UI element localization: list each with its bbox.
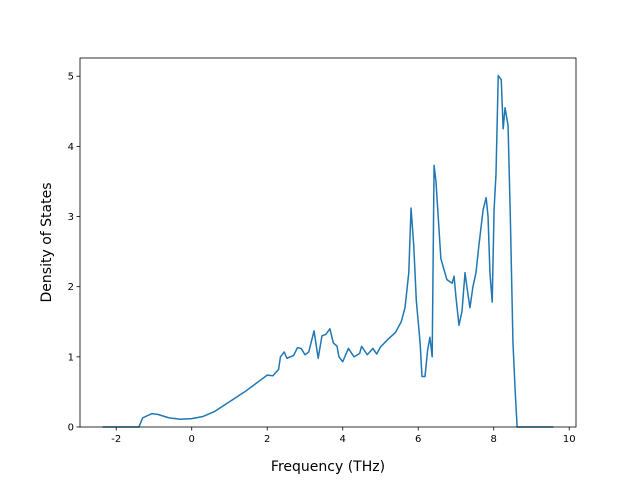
y-tick-label: 2	[68, 282, 74, 293]
y-tick-label: 0	[68, 423, 74, 434]
x-tick-label: 0	[189, 434, 195, 445]
x-tick-label: 4	[340, 434, 346, 445]
y-tick-label: 5	[68, 72, 74, 83]
x-tick-label: -2	[111, 434, 121, 445]
y-tick-label: 1	[68, 352, 74, 363]
y-tick-label: 3	[68, 212, 74, 223]
x-tick-label: 6	[415, 434, 421, 445]
x-tick-label: 8	[491, 434, 497, 445]
line	[102, 74, 554, 428]
x-tick-label: 2	[264, 434, 270, 445]
y-tick-label: 4	[68, 142, 74, 153]
plot-frame	[79, 57, 577, 428]
x-axis-label: Frequency (THz)	[271, 459, 385, 475]
x-tick-label: 10	[563, 434, 576, 445]
y-axis-label: Density of States	[39, 183, 55, 303]
